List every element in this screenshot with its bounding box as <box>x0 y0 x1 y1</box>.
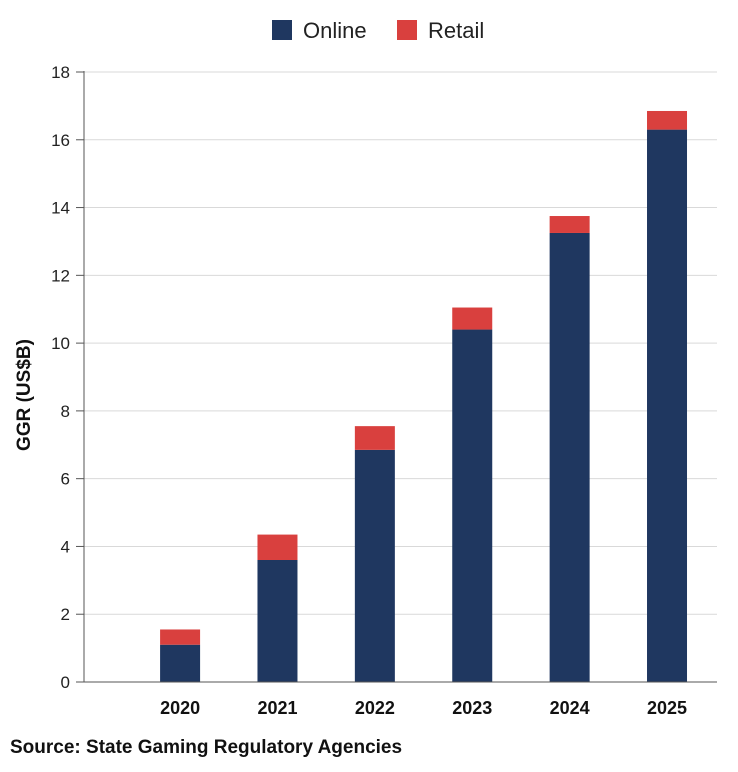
y-tick-label: 16 <box>51 131 70 150</box>
legend-swatch-online <box>272 20 292 40</box>
bar-retail-2025 <box>647 110 688 130</box>
x-tick-label: 2020 <box>160 698 200 718</box>
legend: Online Retail <box>272 18 484 43</box>
y-tick-label: 12 <box>51 266 70 285</box>
bar-retail-2023 <box>452 307 493 330</box>
y-tick-label: 14 <box>51 199 70 218</box>
x-tick-label: 2024 <box>550 698 590 718</box>
axes: 0 2 4 6 8 10 12 14 16 18 2020 2021 2022 2023 2024 2025 <box>51 63 717 718</box>
y-tick-label: 4 <box>61 537 70 556</box>
x-tick-label: 2022 <box>355 698 395 718</box>
bar-retail-2021 <box>257 534 298 560</box>
y-tick-label: 8 <box>61 402 70 421</box>
x-tick-label: 2021 <box>257 698 297 718</box>
bar-retail-2024 <box>549 216 590 233</box>
y-tick-label: 0 <box>61 673 70 692</box>
legend-swatch-retail <box>397 20 417 40</box>
bar-online-2025 <box>647 129 688 683</box>
bar-online-2021 <box>257 560 298 682</box>
bar-retail-2022 <box>354 426 395 450</box>
legend-label-retail: Retail <box>428 18 484 43</box>
y-tick-label: 10 <box>51 334 70 353</box>
x-tick-label: 2025 <box>647 698 687 718</box>
y-tick-label: 18 <box>51 63 70 82</box>
bar-online-2023 <box>452 329 493 682</box>
y-tick-label: 2 <box>61 605 70 624</box>
grid-lines <box>84 71 717 615</box>
bar-group <box>160 110 688 683</box>
bar-retail-2020 <box>160 629 201 645</box>
legend-label-online: Online <box>303 18 367 43</box>
bar-online-2024 <box>549 232 590 682</box>
bar-online-2020 <box>160 644 201 682</box>
x-tick-label: 2023 <box>452 698 492 718</box>
source-note: Source: State Gaming Regulatory Agencies <box>10 737 403 758</box>
y-tick-label: 6 <box>61 470 70 489</box>
y-axis-label: GGR (US$B) <box>14 339 35 451</box>
bar-online-2022 <box>354 449 395 682</box>
